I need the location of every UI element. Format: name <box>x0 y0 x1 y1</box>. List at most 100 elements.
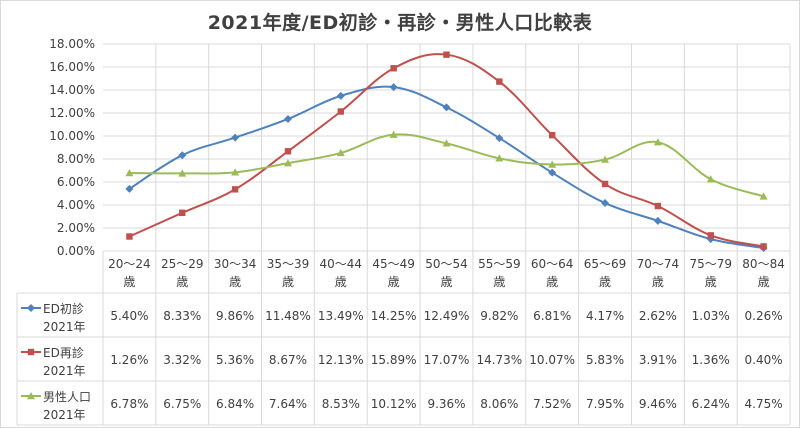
data-point <box>337 108 345 115</box>
x-tick-label-suffix: 歳 <box>176 275 188 289</box>
data-point <box>125 184 134 193</box>
x-tick-label-suffix: 歳 <box>652 275 664 289</box>
table-value: 10.07% <box>529 353 575 367</box>
y-tick-label: 0.00% <box>57 244 95 258</box>
data-point <box>389 130 398 138</box>
data-point <box>336 91 345 100</box>
legend-label-year: 2021年 <box>43 408 86 422</box>
x-tick-label: 25～29 <box>161 257 204 271</box>
table-value: 6.84% <box>216 397 254 411</box>
table-value: 9.82% <box>480 309 518 323</box>
x-tick-label: 20～24 <box>108 257 151 271</box>
y-tick-label: 2.00% <box>57 221 95 235</box>
x-tick-label: 70～74 <box>637 257 680 271</box>
x-tick-label-suffix: 歳 <box>229 275 241 289</box>
data-point <box>495 154 504 162</box>
table-value: 14.73% <box>476 353 522 367</box>
table-value: 1.03% <box>692 309 730 323</box>
table-value: 17.07% <box>424 353 470 367</box>
table-value: 3.91% <box>639 353 677 367</box>
table-value: 15.89% <box>371 353 417 367</box>
table-value: 5.36% <box>216 353 254 367</box>
x-tick-label-suffix: 歳 <box>335 275 347 289</box>
table-value: 10.12% <box>371 397 417 411</box>
data-point <box>707 232 714 239</box>
data-point <box>283 159 292 167</box>
data-point <box>389 83 398 92</box>
y-tick-label: 8.00% <box>57 152 95 166</box>
table-value: 1.36% <box>692 353 730 367</box>
table-value: 3.32% <box>163 353 201 367</box>
x-tick-label: 50～54 <box>425 257 468 271</box>
legend-marker <box>27 392 35 400</box>
data-point <box>336 148 345 157</box>
data-point <box>759 192 768 200</box>
x-tick-label: 40～44 <box>320 257 363 271</box>
table-value: 12.13% <box>318 353 364 367</box>
table-value: 4.75% <box>745 397 783 411</box>
data-point <box>495 134 504 143</box>
table-value: 7.95% <box>586 397 624 411</box>
table-value: 7.64% <box>269 397 307 411</box>
data-point <box>601 199 610 208</box>
data-point <box>706 175 715 183</box>
table-value: 9.36% <box>427 397 465 411</box>
x-tick-label-suffix: 歳 <box>493 275 505 289</box>
data-point <box>284 148 292 155</box>
x-tick-label-suffix: 歳 <box>599 275 611 289</box>
data-point <box>283 114 292 123</box>
data-point <box>443 51 450 58</box>
table-value: 8.53% <box>322 397 360 411</box>
table-value: 1.26% <box>110 353 148 367</box>
data-point <box>231 186 239 193</box>
table-value: 9.86% <box>216 309 254 323</box>
data-point <box>548 160 557 168</box>
data-point <box>125 169 134 177</box>
table-value: 6.24% <box>692 397 730 411</box>
data-point <box>601 180 609 188</box>
data-point <box>231 168 240 176</box>
x-tick-label-suffix: 歳 <box>705 275 717 289</box>
x-tick-label: 45～49 <box>372 257 415 271</box>
legend-label-year: 2021年 <box>43 320 86 334</box>
x-tick-label-suffix: 歳 <box>282 275 294 289</box>
y-tick-label: 4.00% <box>57 198 95 212</box>
data-point <box>178 151 187 160</box>
data-point <box>496 78 503 85</box>
table-value: 13.49% <box>318 309 364 323</box>
table-value: 14.25% <box>371 309 417 323</box>
table-value: 5.40% <box>110 309 148 323</box>
table-value: 9.46% <box>639 397 677 411</box>
x-tick-label: 30～34 <box>214 257 257 271</box>
y-tick-label: 6.00% <box>57 175 95 189</box>
y-tick-label: 12.00% <box>49 106 95 120</box>
data-point <box>442 103 451 112</box>
chart-title: 2021年度/ED初診・再診・男性人口比較表 <box>207 12 593 34</box>
x-tick-label: 35～39 <box>267 257 310 271</box>
data-point <box>178 169 187 177</box>
legend-label: ED再診 <box>43 345 84 360</box>
x-tick-label-suffix: 歳 <box>758 275 770 289</box>
x-tick-label: 75～79 <box>689 257 732 271</box>
data-point <box>601 155 610 163</box>
data-point <box>442 139 451 147</box>
table-value: 11.48% <box>265 309 311 323</box>
x-tick-label: 60～64 <box>531 257 574 271</box>
y-tick-label: 16.00% <box>49 60 95 74</box>
table-value: 6.75% <box>163 397 201 411</box>
y-tick-label: 10.00% <box>49 129 95 143</box>
table-value: 7.52% <box>533 397 571 411</box>
x-tick-label-suffix: 歳 <box>123 275 135 289</box>
table-value: 12.49% <box>424 309 470 323</box>
data-point <box>548 131 556 139</box>
series-line <box>129 53 764 248</box>
x-tick-label-suffix: 歳 <box>440 275 452 289</box>
table-value: 8.33% <box>163 309 201 323</box>
legend-label: 男性人口 <box>43 390 91 404</box>
y-tick-label: 18.00% <box>49 37 95 51</box>
legend-marker <box>27 348 35 356</box>
table-value: 6.81% <box>533 309 571 323</box>
data-point <box>390 65 397 72</box>
data-point <box>760 243 767 250</box>
